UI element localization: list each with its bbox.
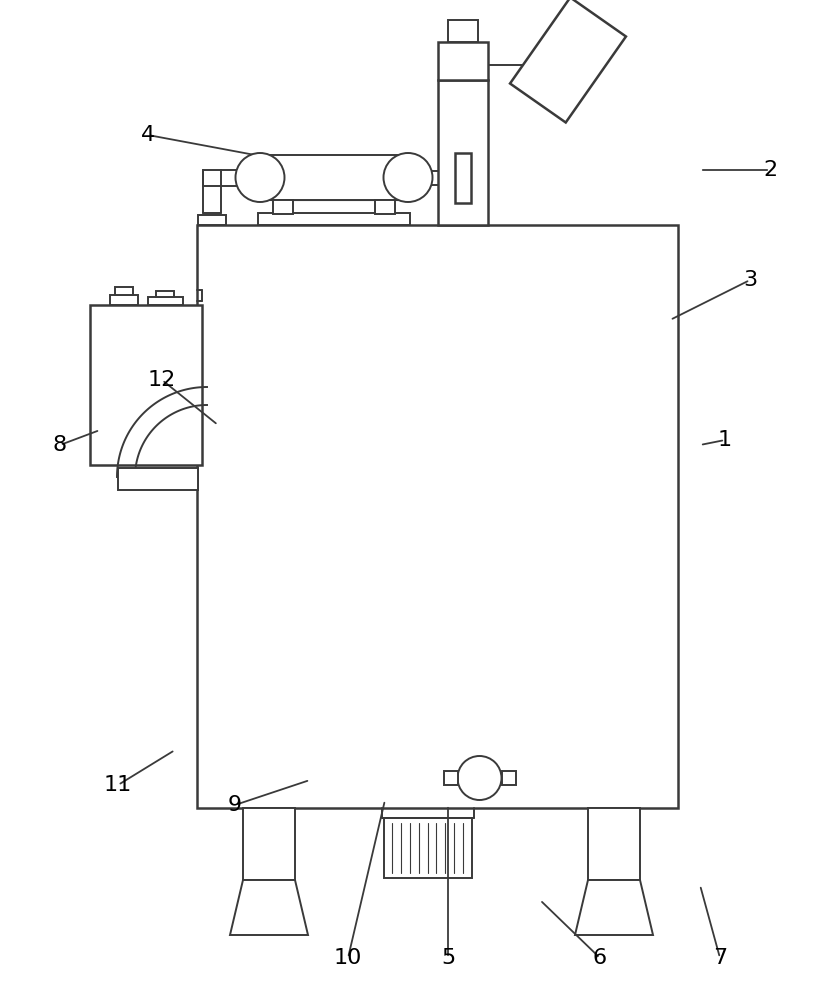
Bar bbox=[448, 20, 478, 42]
Bar bbox=[148, 297, 183, 305]
Bar bbox=[501, 771, 515, 785]
Text: 4: 4 bbox=[141, 125, 155, 145]
Polygon shape bbox=[510, 0, 626, 123]
Bar bbox=[243, 808, 295, 880]
Circle shape bbox=[384, 153, 433, 202]
Text: 12: 12 bbox=[148, 370, 176, 390]
Bar bbox=[438, 80, 488, 225]
Bar bbox=[156, 291, 174, 297]
Bar bbox=[384, 818, 471, 878]
Text: 1: 1 bbox=[718, 430, 732, 450]
Bar bbox=[258, 213, 410, 225]
Bar bbox=[198, 215, 226, 225]
Bar bbox=[115, 287, 133, 295]
Text: 10: 10 bbox=[334, 948, 362, 968]
Circle shape bbox=[457, 756, 501, 800]
Bar bbox=[438, 42, 488, 80]
Text: 11: 11 bbox=[104, 775, 132, 795]
Bar bbox=[443, 771, 457, 785]
Bar bbox=[268, 155, 400, 200]
Text: 2: 2 bbox=[763, 160, 777, 180]
Text: 3: 3 bbox=[743, 270, 757, 290]
Bar bbox=[110, 295, 138, 305]
Text: 7: 7 bbox=[713, 948, 727, 968]
Polygon shape bbox=[230, 880, 308, 935]
Text: 8: 8 bbox=[53, 435, 67, 455]
Bar bbox=[375, 200, 395, 214]
Polygon shape bbox=[575, 880, 653, 935]
Text: 9: 9 bbox=[228, 795, 242, 815]
Bar bbox=[273, 200, 293, 214]
Bar bbox=[588, 808, 640, 880]
Bar bbox=[90, 305, 202, 465]
Circle shape bbox=[236, 153, 284, 202]
Bar bbox=[455, 152, 471, 202]
Bar bbox=[118, 468, 198, 490]
Text: 6: 6 bbox=[593, 948, 607, 968]
Bar bbox=[197, 225, 678, 808]
Text: 5: 5 bbox=[441, 948, 455, 968]
